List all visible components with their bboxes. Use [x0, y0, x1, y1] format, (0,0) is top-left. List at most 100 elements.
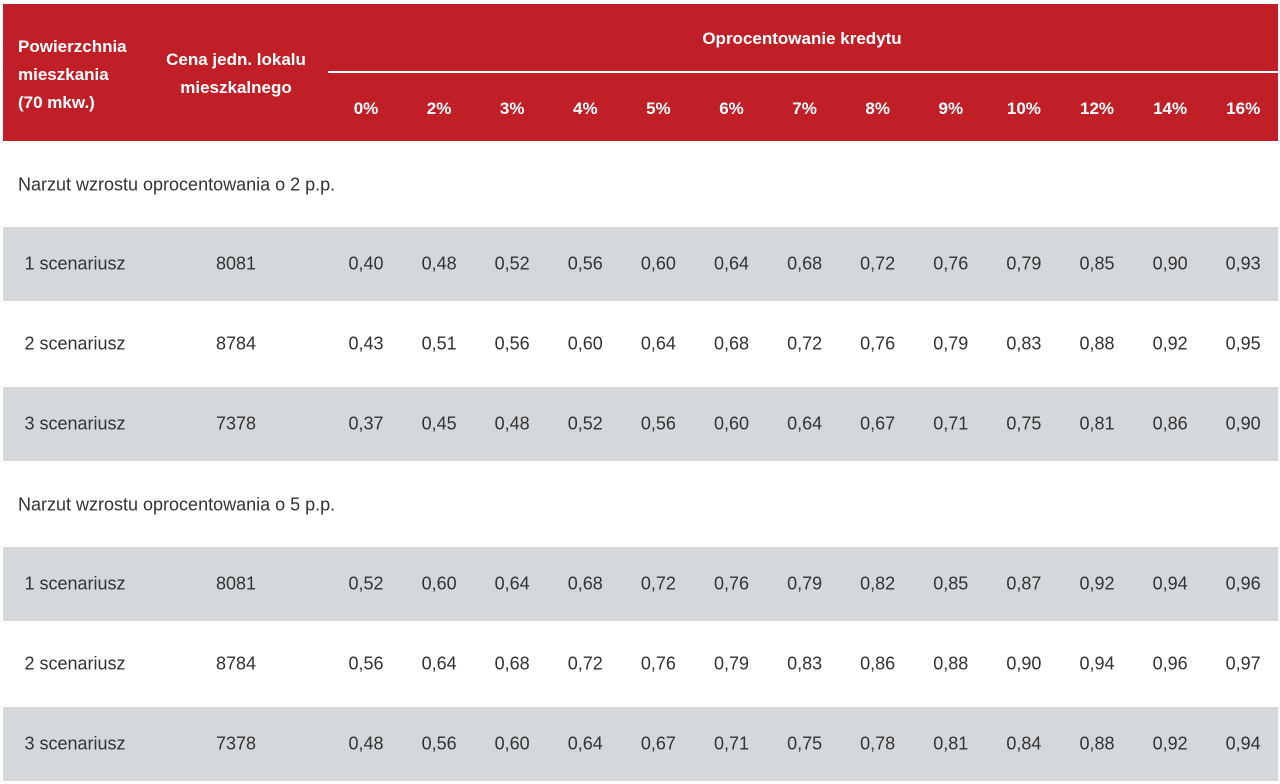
value: 0,96: [1152, 653, 1188, 674]
header-text: mieszkalnego: [180, 78, 292, 97]
header-divider: [328, 71, 1278, 73]
value: 0,56: [348, 653, 384, 674]
value: 0,86: [1152, 413, 1188, 434]
value: 0,83: [1006, 333, 1042, 354]
value: 0,79: [787, 573, 823, 594]
value: 0,64: [713, 253, 750, 274]
value: 0,68: [567, 573, 603, 594]
value: 0,79: [933, 333, 969, 354]
rate-header: 3%: [499, 99, 525, 118]
value: 0,97: [1225, 653, 1261, 674]
value: 0,76: [933, 253, 969, 274]
price: 8784: [215, 333, 257, 354]
value: 0,64: [567, 733, 603, 754]
value: 0,81: [1079, 413, 1115, 434]
value: 0,45: [421, 413, 457, 434]
price: 8081: [215, 253, 257, 274]
value: 0,71: [713, 733, 750, 754]
value: 0,51: [421, 333, 457, 354]
row-label: 1 scenariusz: [24, 253, 126, 274]
value: 0,72: [640, 573, 676, 594]
rate-header: 10%: [1006, 99, 1041, 118]
rate-header: 9%: [938, 99, 964, 118]
row-label: 3 scenariusz: [24, 413, 126, 434]
value: 0,56: [640, 413, 676, 434]
header-text: mieszkania: [18, 65, 109, 84]
value: 0,71: [933, 413, 969, 434]
row-label: 2 scenariusz: [24, 333, 126, 354]
value: 0,60: [494, 733, 530, 754]
row-label: 2 scenariusz: [24, 653, 126, 674]
value: 0,78: [860, 733, 896, 754]
value: 0,40: [348, 253, 384, 274]
rate-header: 4%: [573, 99, 598, 118]
section-title: Narzut wzrostu oprocentowania o 2 p.p.: [18, 174, 336, 195]
header-text: (70 mkw.): [18, 93, 95, 112]
value: 0,86: [860, 653, 896, 674]
value: 0,52: [348, 573, 384, 594]
value: 0,85: [933, 573, 969, 594]
row-band: [3, 707, 1278, 781]
value: 0,60: [567, 333, 603, 354]
value: 0,56: [421, 733, 457, 754]
header-text: Cena jedn. lokalu: [166, 50, 306, 69]
row-band: [3, 547, 1278, 621]
header-group: Oprocentowanie kredytu: [702, 29, 902, 48]
rate-header: 0%: [353, 99, 379, 118]
value: 0,64: [640, 333, 676, 354]
rate-header: 14%: [1153, 99, 1188, 118]
value: 0,60: [640, 253, 676, 274]
price: 7378: [215, 733, 257, 754]
value: 0,64: [421, 653, 457, 674]
value: 0,76: [640, 653, 676, 674]
value: 0,92: [1079, 573, 1115, 594]
value: 0,94: [1225, 733, 1261, 754]
value: 0,72: [860, 253, 896, 274]
value: 0,67: [640, 733, 676, 754]
row-label: 3 scenariusz: [24, 733, 126, 754]
value: 0,56: [567, 253, 603, 274]
value: 0,81: [933, 733, 969, 754]
value: 0,88: [933, 653, 969, 674]
value: 0,72: [787, 333, 823, 354]
price: 8784: [215, 653, 257, 674]
value: 0,95: [1225, 333, 1261, 354]
value: 0,64: [787, 413, 823, 434]
row-band: [3, 387, 1278, 461]
rate-header: 12%: [1079, 99, 1115, 118]
value: 0,60: [421, 573, 457, 594]
value: 0,75: [1006, 413, 1042, 434]
value: 0,60: [713, 413, 750, 434]
header-text: Powierzchnia: [18, 37, 127, 56]
value: 0,88: [1079, 333, 1115, 354]
value: 0,94: [1152, 573, 1188, 594]
value: 0,92: [1152, 333, 1188, 354]
value: 0,79: [1006, 253, 1042, 274]
rate-header: 5%: [646, 99, 671, 118]
value: 0,67: [860, 413, 896, 434]
value: 0,79: [713, 653, 750, 674]
price: 7378: [215, 413, 257, 434]
value: 0,68: [787, 253, 823, 274]
value: 0,68: [713, 333, 750, 354]
value: 0,56: [494, 333, 530, 354]
rate-header: 8%: [865, 99, 890, 118]
value: 0,93: [1225, 253, 1261, 274]
value: 0,84: [1006, 733, 1042, 754]
section-title: Narzut wzrostu oprocentowania o 5 p.p.: [18, 494, 336, 515]
value: 0,90: [1152, 253, 1188, 274]
value: 0,72: [567, 653, 603, 674]
rate-header: 6%: [719, 99, 744, 118]
value: 0,64: [494, 573, 530, 594]
value: 0,76: [713, 573, 750, 594]
rate-header: 16%: [1226, 99, 1261, 118]
value: 0,76: [860, 333, 896, 354]
value: 0,43: [348, 333, 384, 354]
value: 0,82: [860, 573, 896, 594]
row-label: 1 scenariusz: [24, 573, 126, 594]
value: 0,94: [1079, 653, 1115, 674]
row-band: [3, 227, 1278, 301]
value: 0,88: [1079, 733, 1115, 754]
value: 0,90: [1225, 413, 1261, 434]
